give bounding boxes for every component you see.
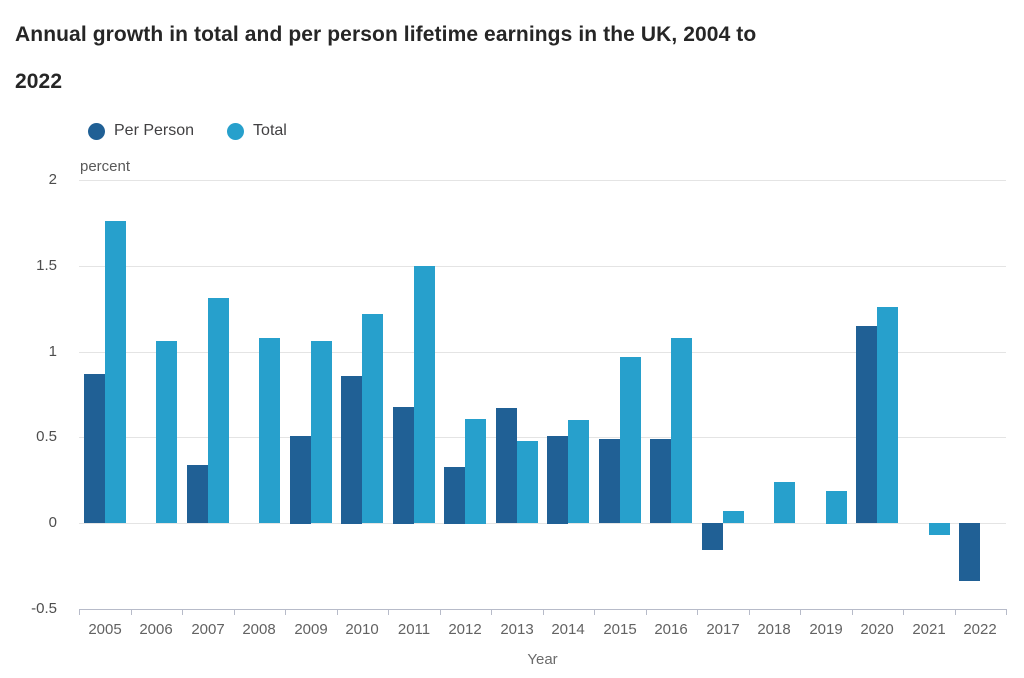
gridline-1 bbox=[79, 352, 1006, 353]
bar-total-2019[interactable] bbox=[826, 491, 847, 524]
x-tick-label-2012: 2012 bbox=[448, 621, 482, 638]
x-axis-tick bbox=[543, 609, 544, 615]
x-tick-label-2019: 2019 bbox=[809, 621, 843, 638]
bar-per-person-2014[interactable] bbox=[547, 436, 568, 524]
x-tick-label-2011: 2011 bbox=[397, 621, 431, 638]
chart-title-line-2: 2022 bbox=[15, 70, 63, 93]
legend-item-per-person: Per Person bbox=[88, 122, 194, 140]
x-axis-line bbox=[79, 609, 1006, 610]
x-axis-tick bbox=[955, 609, 956, 615]
x-axis-tick bbox=[800, 609, 801, 615]
bar-total-2009[interactable] bbox=[311, 341, 332, 523]
bar-total-2017[interactable] bbox=[723, 511, 744, 523]
x-tick-label-2010: 2010 bbox=[345, 621, 379, 638]
chart-title-line-1: Annual growth in total and per person li… bbox=[15, 23, 757, 46]
x-axis-tick bbox=[388, 609, 389, 615]
legend-item-total: Total bbox=[227, 122, 287, 140]
bar-total-2021[interactable] bbox=[929, 523, 950, 535]
bar-per-person-2009[interactable] bbox=[290, 436, 311, 524]
bar-total-2008[interactable] bbox=[259, 338, 280, 523]
y-tick-label--0.5: -0.5 bbox=[31, 600, 57, 617]
bar-total-2011[interactable] bbox=[414, 266, 435, 523]
bar-per-person-2011[interactable] bbox=[393, 407, 414, 524]
x-axis-tick bbox=[646, 609, 647, 615]
x-axis-tick bbox=[903, 609, 904, 615]
y-tick-label-2: 2 bbox=[48, 171, 57, 188]
legend-label-total: Total bbox=[253, 122, 287, 139]
gridline-0.5 bbox=[79, 437, 1006, 438]
x-tick-label-2013: 2013 bbox=[500, 621, 534, 638]
y-tick-label-1.5: 1.5 bbox=[36, 257, 57, 274]
bar-per-person-2017[interactable] bbox=[702, 523, 723, 550]
x-axis-tick bbox=[491, 609, 492, 615]
bar-total-2016[interactable] bbox=[671, 338, 692, 523]
legend-marker-per-person bbox=[88, 122, 105, 140]
x-axis-tick bbox=[749, 609, 750, 615]
gridline-0 bbox=[79, 523, 1006, 524]
x-tick-label-2021: 2021 bbox=[912, 621, 946, 638]
gridline-1.5 bbox=[79, 266, 1006, 267]
bar-per-person-2012[interactable] bbox=[444, 467, 465, 524]
x-tick-label-2014: 2014 bbox=[551, 621, 585, 638]
x-tick-label-2020: 2020 bbox=[860, 621, 894, 638]
x-tick-label-2008: 2008 bbox=[242, 621, 276, 638]
bar-total-2005[interactable] bbox=[105, 221, 126, 523]
legend: Per Person Total bbox=[88, 122, 287, 140]
x-tick-label-2015: 2015 bbox=[603, 621, 637, 638]
x-axis-tick bbox=[234, 609, 235, 615]
y-axis-unit-label: percent bbox=[80, 158, 131, 175]
x-axis-tick bbox=[1006, 609, 1007, 615]
bar-total-2020[interactable] bbox=[877, 307, 898, 523]
x-tick-label-2006: 2006 bbox=[139, 621, 173, 638]
y-tick-label-0.5: 0.5 bbox=[36, 428, 57, 445]
bar-per-person-2010[interactable] bbox=[341, 376, 362, 524]
x-tick-label-2022: 2022 bbox=[963, 621, 997, 638]
x-axis-tick bbox=[440, 609, 441, 615]
bar-total-2006[interactable] bbox=[156, 341, 177, 523]
bar-per-person-2005[interactable] bbox=[84, 374, 105, 523]
x-tick-label-2017: 2017 bbox=[706, 621, 740, 638]
bar-total-2018[interactable] bbox=[774, 482, 795, 523]
x-axis-tick bbox=[697, 609, 698, 615]
x-tick-label-2009: 2009 bbox=[294, 621, 328, 638]
x-tick-label-2007: 2007 bbox=[191, 621, 225, 638]
x-axis-tick bbox=[594, 609, 595, 615]
bar-per-person-2013[interactable] bbox=[496, 408, 517, 523]
bar-total-2014[interactable] bbox=[568, 420, 589, 523]
x-tick-label-2016: 2016 bbox=[654, 621, 688, 638]
x-axis-tick bbox=[182, 609, 183, 615]
bar-per-person-2022[interactable] bbox=[959, 523, 980, 581]
bar-total-2015[interactable] bbox=[620, 357, 641, 523]
bar-total-2012[interactable] bbox=[465, 419, 486, 524]
bar-per-person-2015[interactable] bbox=[599, 439, 620, 523]
x-tick-label-2018: 2018 bbox=[757, 621, 791, 638]
legend-marker-total bbox=[227, 122, 245, 140]
bar-total-2010[interactable] bbox=[362, 314, 383, 523]
y-tick-label-1: 1 bbox=[48, 343, 57, 360]
x-axis-tick bbox=[285, 609, 286, 615]
bar-total-2007[interactable] bbox=[208, 298, 229, 523]
x-axis-tick bbox=[852, 609, 853, 615]
x-axis-tick bbox=[131, 609, 132, 615]
y-tick-label-0: 0 bbox=[48, 514, 57, 531]
bar-per-person-2016[interactable] bbox=[650, 439, 671, 523]
x-axis-tick bbox=[79, 609, 80, 615]
bar-per-person-2007[interactable] bbox=[187, 465, 208, 523]
x-axis-title: Year bbox=[527, 651, 558, 668]
bar-total-2013[interactable] bbox=[517, 441, 538, 523]
bar-per-person-2020[interactable] bbox=[856, 326, 877, 523]
chart-title: Annual growth in total and per person li… bbox=[15, 11, 995, 105]
x-tick-label-2005: 2005 bbox=[88, 621, 122, 638]
legend-label-per-person: Per Person bbox=[114, 122, 195, 139]
gridline-2 bbox=[79, 180, 1006, 181]
x-axis-tick bbox=[337, 609, 338, 615]
